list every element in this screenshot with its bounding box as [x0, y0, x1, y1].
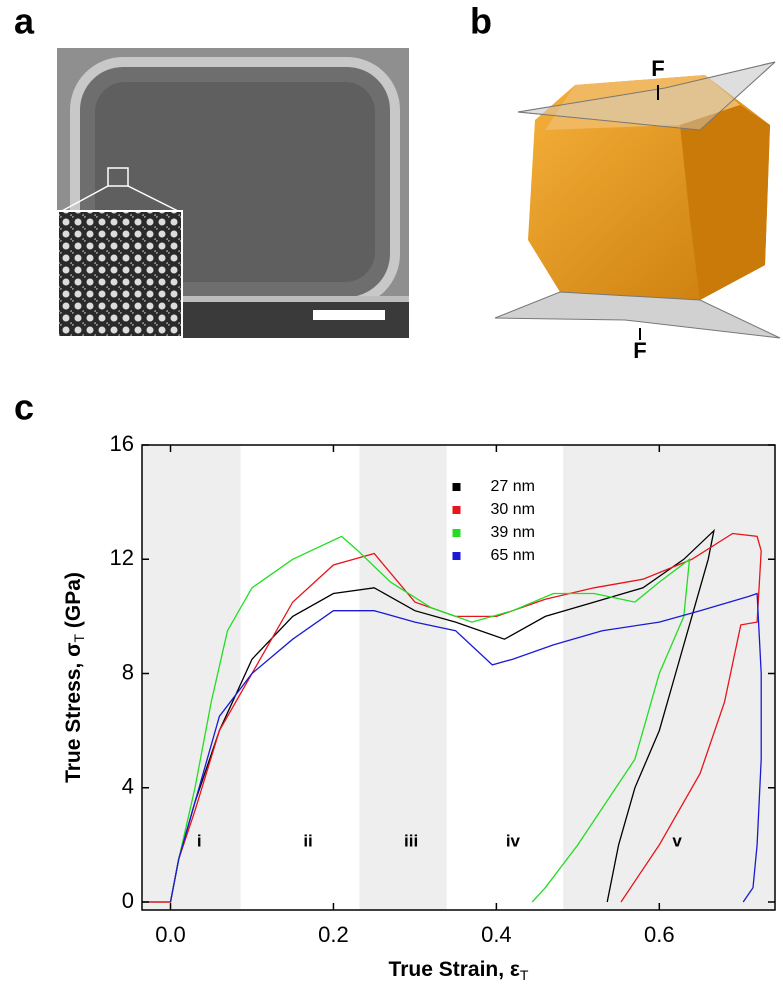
y-tick-label: 0 [122, 888, 134, 913]
region-band [142, 445, 241, 910]
series-line [169, 535, 691, 903]
x-tick-label: 0.2 [318, 922, 349, 947]
y-label-text: True Stress, σ [62, 642, 85, 782]
x-tick-label: 0.6 [644, 922, 675, 947]
y-axis-label: True Stress, σT (GPa) [62, 572, 87, 783]
y-tick-label: 12 [110, 545, 134, 570]
legend-label: 39 nm [491, 524, 535, 541]
x-tick-label: 0.0 [155, 922, 186, 947]
y-label-sub: T [71, 633, 87, 642]
force-label: F [633, 338, 646, 363]
x-label-sub: T [520, 967, 529, 983]
y-tick-label: 8 [122, 659, 134, 684]
series-line [169, 592, 762, 903]
region-label: iv [506, 831, 521, 850]
region-label: ii [303, 831, 312, 850]
y-label-suffix: (GPa) [62, 572, 85, 634]
legend-label: 30 nm [491, 501, 535, 518]
series-line [142, 532, 762, 903]
region-label: iii [404, 831, 418, 850]
region-label: i [197, 831, 202, 850]
tem-image [57, 48, 409, 338]
region-band [359, 445, 447, 910]
y-tick-label: 4 [122, 774, 134, 799]
y-tick-label: 16 [110, 431, 134, 456]
region-label: v [672, 831, 682, 850]
legend-marker [452, 483, 461, 491]
x-tick-label: 0.4 [481, 922, 512, 947]
legend-marker [452, 506, 461, 514]
panel-label: b [470, 1, 492, 42]
particle-render [494, 61, 781, 340]
legend-label: 65 nm [491, 547, 535, 564]
legend-marker [452, 529, 461, 537]
x-axis-label: True Strain, εT [389, 958, 529, 983]
panel-label: c [14, 387, 34, 428]
legend-label: 27 nm [491, 478, 535, 495]
force-label: F [651, 56, 664, 81]
region-band [563, 445, 775, 910]
legend-marker [452, 552, 461, 560]
x-label-text: True Strain, ε [389, 958, 520, 981]
panel-label: a [14, 1, 35, 42]
plot-frame [141, 444, 776, 911]
